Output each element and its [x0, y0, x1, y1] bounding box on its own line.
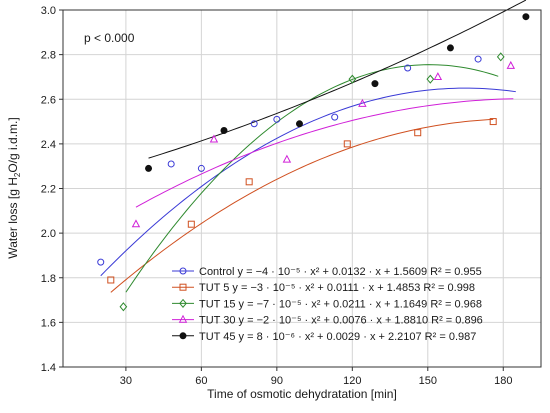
legend-item-tut-45: TUT 45 y = 8 · 10⁻⁶ · x² + 0.0029 · x + …	[172, 331, 476, 343]
x-tick-label: 30	[120, 375, 132, 387]
y-axis-title: Water loss [g H2O/g i.d.m.]	[6, 117, 22, 258]
legend-label-tut-15: TUT 15 y = −7 · 10⁻⁵ · x² + 0.0211 · x +…	[199, 298, 482, 310]
y-tick-label: 3.0	[41, 5, 56, 17]
fit-curve-tut-30	[135, 98, 514, 208]
legend-marker-tut-15	[179, 298, 187, 308]
legend-label-tut-45: TUT 45 y = 8 · 10⁻⁶ · x² + 0.0029 · x + …	[199, 331, 476, 343]
fit-curve-tut-45	[148, 0, 527, 159]
data-points	[97, 13, 530, 312]
x-tick-label: 180	[494, 375, 512, 387]
data-point-tut-30	[358, 98, 367, 107]
data-point-tut-45	[220, 126, 228, 134]
y-tick-label: 1.8	[41, 273, 56, 285]
data-point-tut-30	[282, 154, 292, 163]
data-point-control	[273, 115, 281, 123]
data-point-tut-30	[131, 219, 141, 228]
data-point-tut-30	[433, 72, 443, 81]
y-tick-label: 1.6	[41, 317, 56, 329]
y-tick-label: 2.0	[41, 228, 56, 240]
data-point-tut-5	[343, 140, 351, 148]
legend-item-control: Control y = −4 · 10⁻⁵ · x² + 0.0132 · x …	[172, 266, 482, 278]
grid	[63, 9, 541, 368]
data-point-control	[474, 55, 482, 63]
data-point-tut-5	[414, 129, 422, 137]
x-tick-label: 90	[271, 375, 283, 387]
legend-item-tut-30: TUT 30 y = −2 · 10⁻⁵ · x² + 0.0076 · x +…	[172, 315, 483, 327]
x-tick-label: 150	[419, 375, 437, 387]
data-point-tut-45	[371, 80, 379, 88]
data-point-tut-30	[209, 134, 219, 143]
data-point-tut-5	[245, 178, 253, 186]
data-point-tut-45	[522, 13, 530, 21]
x-tick-label: 120	[343, 375, 361, 387]
legend-marker-tut-45	[179, 332, 187, 340]
data-point-control	[197, 164, 205, 172]
legend-item-tut-5: TUT 5 y = −3 · 10⁻⁵ · x² + 0.0111 · x + …	[172, 282, 475, 294]
y-tick-label: 2.2	[41, 184, 56, 196]
legend-item-tut-15: TUT 15 y = −7 · 10⁻⁵ · x² + 0.0211 · x +…	[172, 298, 482, 310]
data-point-control	[404, 64, 412, 72]
x-tick-label: 60	[195, 375, 207, 387]
data-point-tut-15	[348, 74, 357, 84]
data-point-control	[97, 258, 105, 266]
fit-curve-control	[100, 87, 516, 277]
data-point-tut-15	[119, 302, 128, 312]
data-point-tut-5	[489, 118, 497, 126]
data-point-tut-5	[107, 276, 115, 284]
data-point-control	[250, 120, 258, 128]
y-tick-label: 2.4	[41, 139, 56, 151]
data-point-tut-45	[145, 164, 153, 172]
fit-curve-tut-5	[110, 118, 494, 293]
x-axis-title: Time of osmotic dehydratation [min]	[207, 387, 397, 401]
y-tick-label: 2.8	[41, 50, 56, 62]
annotation-p-value: p < 0.000	[84, 31, 135, 45]
legend-marker-control	[179, 267, 187, 275]
data-point-tut-30	[506, 60, 516, 69]
legend-label-tut-30: TUT 30 y = −2 · 10⁻⁵ · x² + 0.0076 · x +…	[199, 315, 483, 327]
fit-curves	[100, 0, 527, 293]
data-point-tut-45	[295, 120, 303, 128]
data-point-tut-5	[187, 220, 195, 228]
data-point-tut-45	[446, 44, 454, 52]
axis-ticks: 30 60 90 120 150 180 1.4 1.6 1.8 2.0 2.2 2.4 2.6 2.8 3…	[41, 5, 513, 387]
legend: Control y = −4 · 10⁻⁵ · x² + 0.0132 · x …	[172, 266, 483, 343]
legend-marker-tut-5	[179, 283, 187, 291]
legend-label-control: Control y = −4 · 10⁻⁵ · x² + 0.0132 · x …	[199, 266, 482, 278]
fit-curve-tut-15	[125, 64, 499, 293]
data-point-control	[331, 113, 339, 121]
legend-label-tut-5: TUT 5 y = −3 · 10⁻⁵ · x² + 0.0111 · x + …	[199, 282, 475, 294]
data-point-tut-15	[426, 74, 435, 84]
y-tick-label: 2.6	[41, 94, 56, 106]
y-tick-label: 1.4	[41, 362, 56, 374]
legend-marker-tut-30	[178, 314, 188, 323]
data-point-control	[167, 160, 175, 168]
data-point-tut-15	[496, 52, 505, 62]
